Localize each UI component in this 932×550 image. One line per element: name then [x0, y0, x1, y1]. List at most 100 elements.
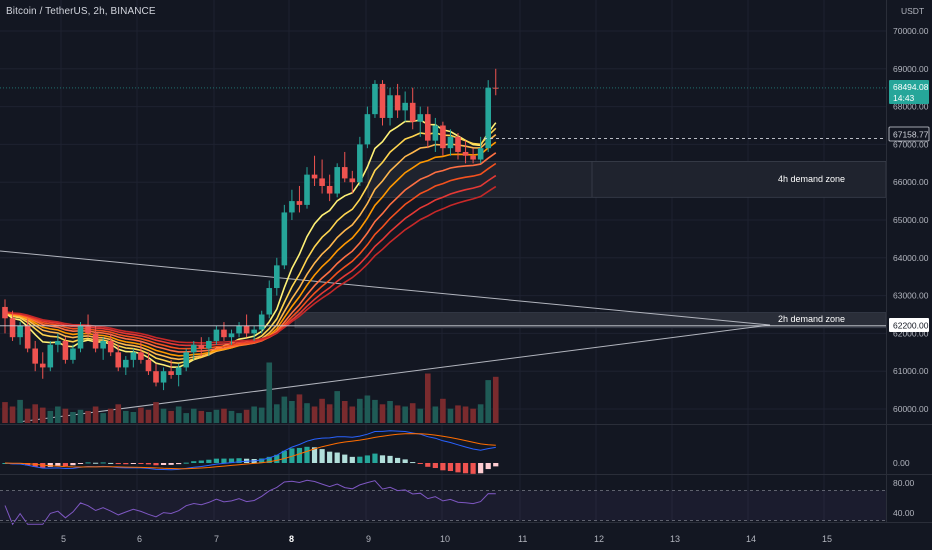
- candle-body-7: [55, 340, 61, 345]
- candle-body-35: [266, 288, 273, 315]
- price-tick-1: 69000.00: [893, 64, 929, 74]
- volume-bar-58: [440, 398, 446, 423]
- macd-hist-53: [402, 459, 408, 463]
- candle-body-60: [455, 136, 461, 152]
- candle-body-18: [138, 352, 144, 360]
- macd-hist-37: [281, 450, 287, 463]
- level-label-2: 62200.00: [893, 321, 929, 331]
- volume-bar-35: [266, 362, 273, 423]
- candle-body-0: [2, 306, 8, 319]
- macd-hist-14: [108, 462, 114, 464]
- macd-hist-51: [387, 455, 393, 463]
- volume-bar-27: [206, 412, 212, 423]
- rsi-label-80: 80.00: [893, 478, 915, 488]
- macd-hist-49: [372, 453, 378, 463]
- price-axis[interactable]: USDT 70000.00 69000.00 68000.00 67000.00 660…: [888, 6, 930, 414]
- macd-hist-12: [93, 462, 99, 464]
- volume-bar-14: [107, 408, 114, 423]
- trendline-upper: [0, 250, 771, 326]
- candle-body-2: [17, 325, 23, 338]
- volume-bar-8: [62, 408, 69, 423]
- trendlines: [0, 250, 771, 423]
- volume-bar-43: [326, 404, 333, 423]
- volume-bars: [2, 362, 499, 423]
- volume-bar-52: [394, 405, 401, 423]
- macd-hist-46: [349, 456, 355, 463]
- candle-body-13: [100, 340, 106, 349]
- candle-body-57: [432, 125, 439, 141]
- price-tick-10: 60000.00: [893, 404, 929, 414]
- volume-bar-31: [236, 413, 242, 423]
- volume-bar-18: [138, 407, 144, 423]
- macd-hist-45: [342, 454, 348, 463]
- volume-bar-1: [9, 406, 16, 423]
- volume-bar-51: [387, 401, 393, 423]
- macd-hist-36: [274, 454, 280, 463]
- chart-grid: [0, 0, 886, 522]
- candle-body-62: [470, 155, 476, 160]
- zone-4h-label: 4h demand zone: [778, 174, 845, 184]
- volume-bar-3: [24, 408, 31, 423]
- macd-hist-54: [410, 462, 416, 464]
- candle-body-23: [175, 367, 182, 375]
- rsi-pane: [0, 479, 886, 526]
- macd-hist-41: [311, 447, 318, 463]
- macd-hist-13: [100, 462, 106, 464]
- volume-bar-28: [213, 409, 220, 423]
- volume-bar-44: [334, 391, 340, 423]
- candle-body-42: [319, 178, 325, 186]
- volume-bar-41: [311, 406, 318, 423]
- time-axis[interactable]: 5 6 7 8 9 10 11 12 13 14 15: [61, 534, 832, 544]
- candle-body-54: [409, 102, 416, 122]
- candle-body-8: [62, 340, 69, 360]
- price-tick-7: 63000.00: [893, 291, 929, 301]
- macd-hist-18: [138, 463, 144, 464]
- time-label-12: 12: [594, 534, 604, 544]
- candle-body-45: [341, 167, 348, 179]
- volume-bar-10: [77, 409, 84, 423]
- price-tick-8: 62000.00: [893, 328, 929, 338]
- candle-body-39: [296, 201, 303, 205]
- volume-bar-29: [221, 408, 227, 423]
- time-label-14: 14: [746, 534, 756, 544]
- level-tag-1: [888, 126, 930, 142]
- volume-bar-15: [115, 404, 122, 423]
- macd-hist-59: [447, 463, 454, 472]
- candle-body-10: [77, 325, 84, 349]
- macd-hist-19: [145, 463, 152, 465]
- macd-hist-65: [493, 463, 499, 467]
- candle-body-46: [349, 178, 356, 183]
- candle-body-47: [357, 144, 363, 183]
- price-tick-0: 70000.00: [893, 26, 929, 36]
- volume-bar-65: [492, 376, 499, 423]
- candle-body-28: [213, 329, 220, 341]
- trendline-lower: [17, 324, 771, 423]
- volume-bar-7: [55, 406, 61, 423]
- macd-hist-22: [168, 463, 174, 465]
- time-label-9: 9: [366, 534, 371, 544]
- volume-bar-11: [85, 410, 91, 423]
- volume-bar-48: [364, 395, 371, 423]
- current-price-label: 68494.08: [893, 82, 929, 92]
- macd-hist-44: [334, 452, 340, 463]
- macd-hist-4: [32, 463, 38, 467]
- candle-body-30: [228, 333, 235, 338]
- candle-body-19: [145, 359, 152, 372]
- price-tick-3: 67000.00: [893, 139, 929, 149]
- macd-hist-24: [183, 462, 189, 464]
- macd-hist-60: [455, 463, 461, 473]
- macd-hist-39: [296, 447, 303, 463]
- price-tick-4: 66000.00: [893, 177, 929, 187]
- macd-hist-34: [259, 458, 265, 463]
- volume-bar-34: [258, 407, 265, 423]
- volume-bar-0: [2, 402, 8, 423]
- volume-bar-16: [123, 410, 129, 423]
- macd-hist-21: [160, 463, 167, 466]
- candle-body-51: [387, 95, 393, 118]
- price-tick-6: 64000.00: [893, 253, 929, 263]
- candle-body-24: [183, 352, 189, 368]
- rsi-label-40: 40.00: [893, 508, 915, 518]
- candle-body-61: [462, 151, 469, 156]
- volume-bar-32: [243, 409, 250, 423]
